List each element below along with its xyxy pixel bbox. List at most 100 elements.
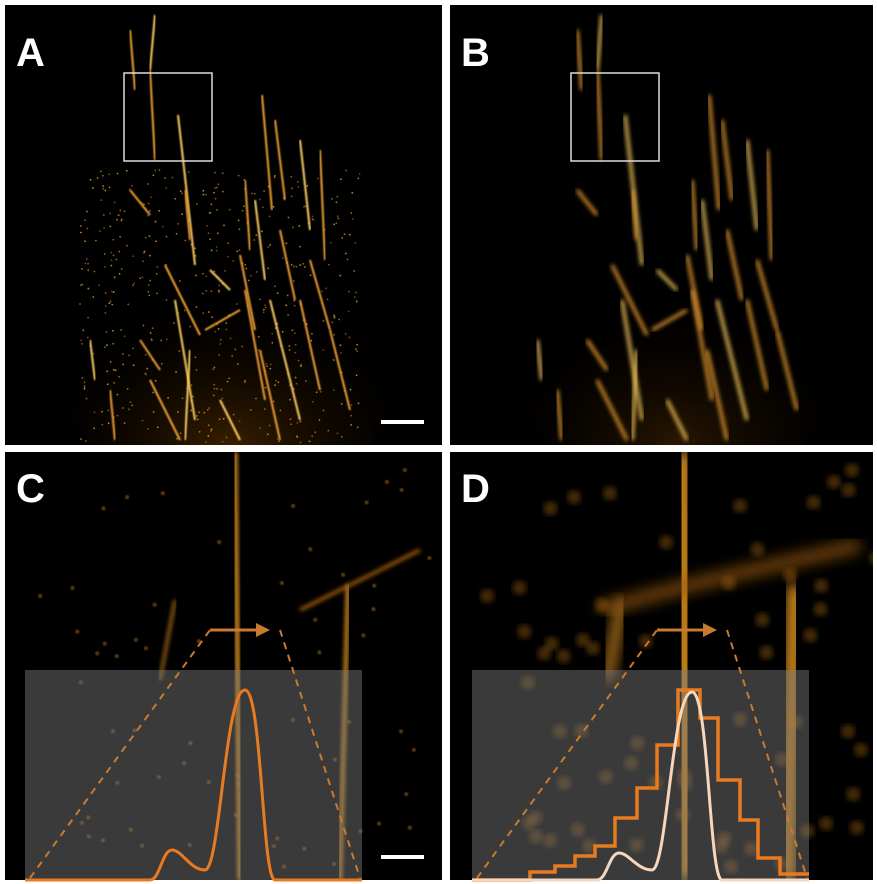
speckle [227,381,229,383]
speckle [245,268,247,270]
speckle [338,319,340,321]
speckle [327,299,329,301]
speckle [145,354,147,356]
speckle [110,265,112,267]
speckle [783,568,797,582]
speckle [357,177,359,179]
speckle [156,266,158,268]
speckle [274,286,276,288]
speckle [176,438,178,440]
speckle [213,395,215,397]
speckle [92,296,94,298]
speckle [122,364,124,366]
speckle [107,370,109,372]
speckle [195,356,197,358]
speckle [213,384,215,386]
speckle [803,628,817,642]
speckle [269,368,271,370]
speckle [353,270,355,272]
speckle [302,263,304,265]
speckle [221,389,223,391]
speckle [179,280,181,282]
profile-background [25,670,362,880]
speckle [320,391,322,393]
speckle [103,227,105,229]
speckle [237,363,239,365]
speckle [160,339,162,341]
speckle [289,399,291,401]
speckle [291,264,293,266]
speckle [211,316,213,318]
speckle [213,367,215,369]
speckle [275,380,277,382]
speckle [103,642,107,646]
speckle [356,344,358,346]
speckle [273,206,275,208]
speckle [291,504,295,508]
speckle [291,195,293,197]
speckle [112,343,114,345]
speckle [202,190,204,192]
speckle [142,420,144,422]
speckle [174,198,176,200]
speckle [217,540,221,544]
speckle [328,264,330,266]
speckle [80,438,82,440]
speckle [119,236,121,238]
speckle [239,420,241,422]
speckle [271,333,273,335]
speckle [339,275,341,277]
speckle [104,266,106,268]
speckle [340,178,342,180]
speckle [229,209,231,211]
speckle [313,618,317,622]
speckle [289,349,291,351]
speckle [161,363,163,365]
speckle [87,263,89,265]
speckle [217,183,219,185]
speckle [178,350,180,352]
speckle [317,178,319,180]
speckle [733,499,747,513]
speckle [221,398,223,400]
speckle [164,177,166,179]
speckle [323,320,325,322]
speckle [184,240,186,242]
speckle [117,173,119,175]
speckle [333,359,335,361]
speckle [850,821,864,835]
speckle [87,288,89,290]
speckle [195,275,197,277]
speckle [210,204,212,206]
speckle [845,463,859,477]
speckle [152,174,154,176]
speckle [155,221,157,223]
speckle [290,423,292,425]
speckle [814,579,828,593]
speckle [331,321,333,323]
speckle [71,586,75,590]
speckle [537,646,551,660]
speckle [278,381,280,383]
speckle [296,383,298,385]
speckle [152,327,154,329]
speckle [223,418,225,420]
speckle [269,244,271,246]
speckle [288,345,290,347]
speckle [841,724,855,738]
speckle [226,329,228,331]
speckle [355,242,357,244]
speckle [359,173,361,175]
speckle [322,349,324,351]
speckle [846,787,860,801]
speckle [131,185,133,187]
speckle [150,332,152,334]
speckle [224,270,226,272]
speckle [234,348,236,350]
speckle [248,280,250,282]
speckle [232,260,234,262]
speckle [99,230,101,232]
speckle [264,304,266,306]
speckle [216,250,218,252]
speckle [111,291,113,293]
